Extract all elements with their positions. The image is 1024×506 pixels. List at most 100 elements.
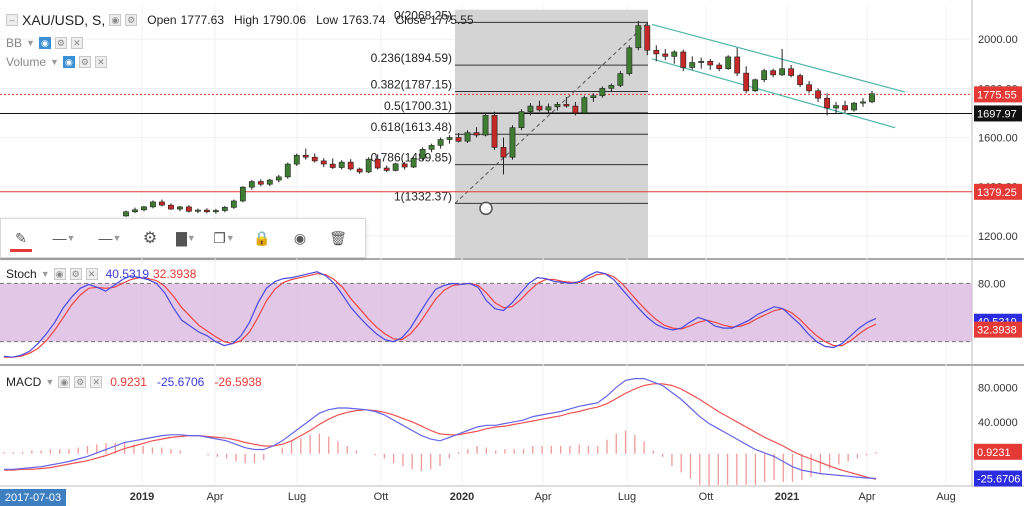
candle-body [869,93,875,103]
candle-body [788,68,795,76]
candle-body [617,73,624,86]
stoch-legend: Stoch ▼ ◉ ⚙ ✕ 40.5319 32.3938 [6,267,196,281]
close-icon[interactable]: ✕ [90,376,103,388]
candle-body [662,53,669,57]
gear-icon[interactable]: ⚙ [74,376,87,388]
channel-lower [651,58,896,129]
close-icon[interactable]: ✕ [94,56,107,68]
clone-icon[interactable]: ❐ ▼ [213,229,235,246]
candle-body [671,51,678,57]
candle-body [842,105,848,111]
fib-level-label: 0.382(1787.15) [371,78,452,92]
chevron-down-icon[interactable]: ▼ [45,377,55,387]
pencil-icon[interactable]: ✎ [1,219,41,257]
candle-body [653,49,660,55]
candle-body [635,25,642,49]
lock-icon[interactable]: 🔒 [253,229,271,246]
gear-icon[interactable]: ⚙ [54,37,67,49]
gear-icon[interactable]: ⚙ [69,268,82,280]
fibonacci-zone-top [455,9,648,23]
high-value: 1790.06 [262,13,307,27]
price-label-box [974,183,1022,200]
macd-line [4,378,877,480]
eye-icon[interactable]: ◉ [38,37,51,49]
x-tick-label: 2021 [775,491,799,503]
candle-body [545,106,552,111]
candle-body [275,176,282,181]
candle-body [797,75,803,85]
x-tick-label: Apr [858,491,875,503]
close-icon[interactable]: ✕ [85,268,98,280]
x-tick-label: Apr [206,491,223,503]
y-tick-label: 2000.00 [978,34,1018,46]
candle-body [536,105,543,111]
drawing-toolbar: ✎ — ▼ — ▼ ⚙ ▇ ▼ ❐ ▼ 🔒 ◉ 🗑 [0,218,366,258]
candle-body [644,25,651,51]
stoch-value-label: 32.3938 [977,325,1017,337]
stoch-d-line [4,273,877,358]
candle-body [455,137,462,142]
eye-icon[interactable]: ◉ [62,56,75,68]
eye-icon[interactable]: ◉ [109,14,122,26]
candle-body [446,137,453,140]
candle-body [383,167,390,171]
candle-body [500,147,507,158]
candle-body [725,56,732,69]
candle-body [419,149,426,159]
macd-legend: MACD ▼ ◉ ⚙ ✕ 0.9231 -25.6706 -26.5938 [6,375,262,389]
symbol-title: XAU/USD, S, [22,12,106,28]
candle-body [464,132,471,142]
gear-icon[interactable]: ⚙ [125,14,138,26]
macd-value-label: -25.6706 [977,474,1020,486]
candle-body [428,145,435,150]
chevron-down-icon[interactable]: ▼ [40,269,50,279]
candle-body [347,161,354,170]
candle-body [752,79,759,92]
stoch-value-box [974,321,1022,338]
candle-body [159,201,165,206]
candle-body [266,179,273,185]
candle-body [680,51,687,68]
eye-icon[interactable]: ◉ [293,229,307,246]
candle-body [320,160,327,165]
candle-body [815,90,821,99]
candle-body [779,68,786,76]
trash-icon[interactable]: 🗑 [329,229,347,246]
collapse-icon[interactable]: – [6,14,18,26]
price-label: 1697.97 [977,108,1017,120]
candle-body [392,163,399,171]
gear-icon[interactable]: ⚙ [78,56,91,68]
gear-icon[interactable]: ⚙ [142,230,158,247]
x-tick-label: Ott [699,491,714,503]
y-tick-label: 1600.00 [978,133,1018,145]
x-tick-label: 2020 [450,491,474,503]
chevron-down-icon[interactable]: ▼ [26,38,35,48]
fib-trend-line [454,22,649,204]
macd-value-label: 0.9231 [977,447,1011,459]
macd-value-box [974,470,1022,487]
line-style-icon[interactable]: — ▼ [52,230,76,246]
x-tick-label: Lug [288,491,306,503]
candle-body [518,111,525,128]
candle-body [734,56,741,74]
chevron-down-icon[interactable]: ▼ [50,57,59,67]
layers-icon[interactable]: ▇ ▼ [176,229,196,246]
candle-body [698,61,705,63]
candle-body [221,207,228,211]
candle-body [293,154,300,165]
macd-signal-value: -26.5938 [214,375,262,389]
eye-icon[interactable]: ◉ [58,376,71,388]
candle-body [150,201,156,208]
candle-body [329,163,336,168]
candle-body [581,97,588,114]
line-width-icon[interactable]: — ▼ [98,230,122,246]
eye-icon[interactable]: ◉ [53,268,66,280]
close-icon[interactable]: ✕ [70,37,83,49]
macd-y-tick-label: 80.0000 [978,382,1018,394]
x-tick-label: Lug [618,491,636,503]
x-tick-label: Apr [534,491,551,503]
candle-body [509,127,516,158]
candle-body [284,163,291,178]
price-label-box [974,105,1022,122]
